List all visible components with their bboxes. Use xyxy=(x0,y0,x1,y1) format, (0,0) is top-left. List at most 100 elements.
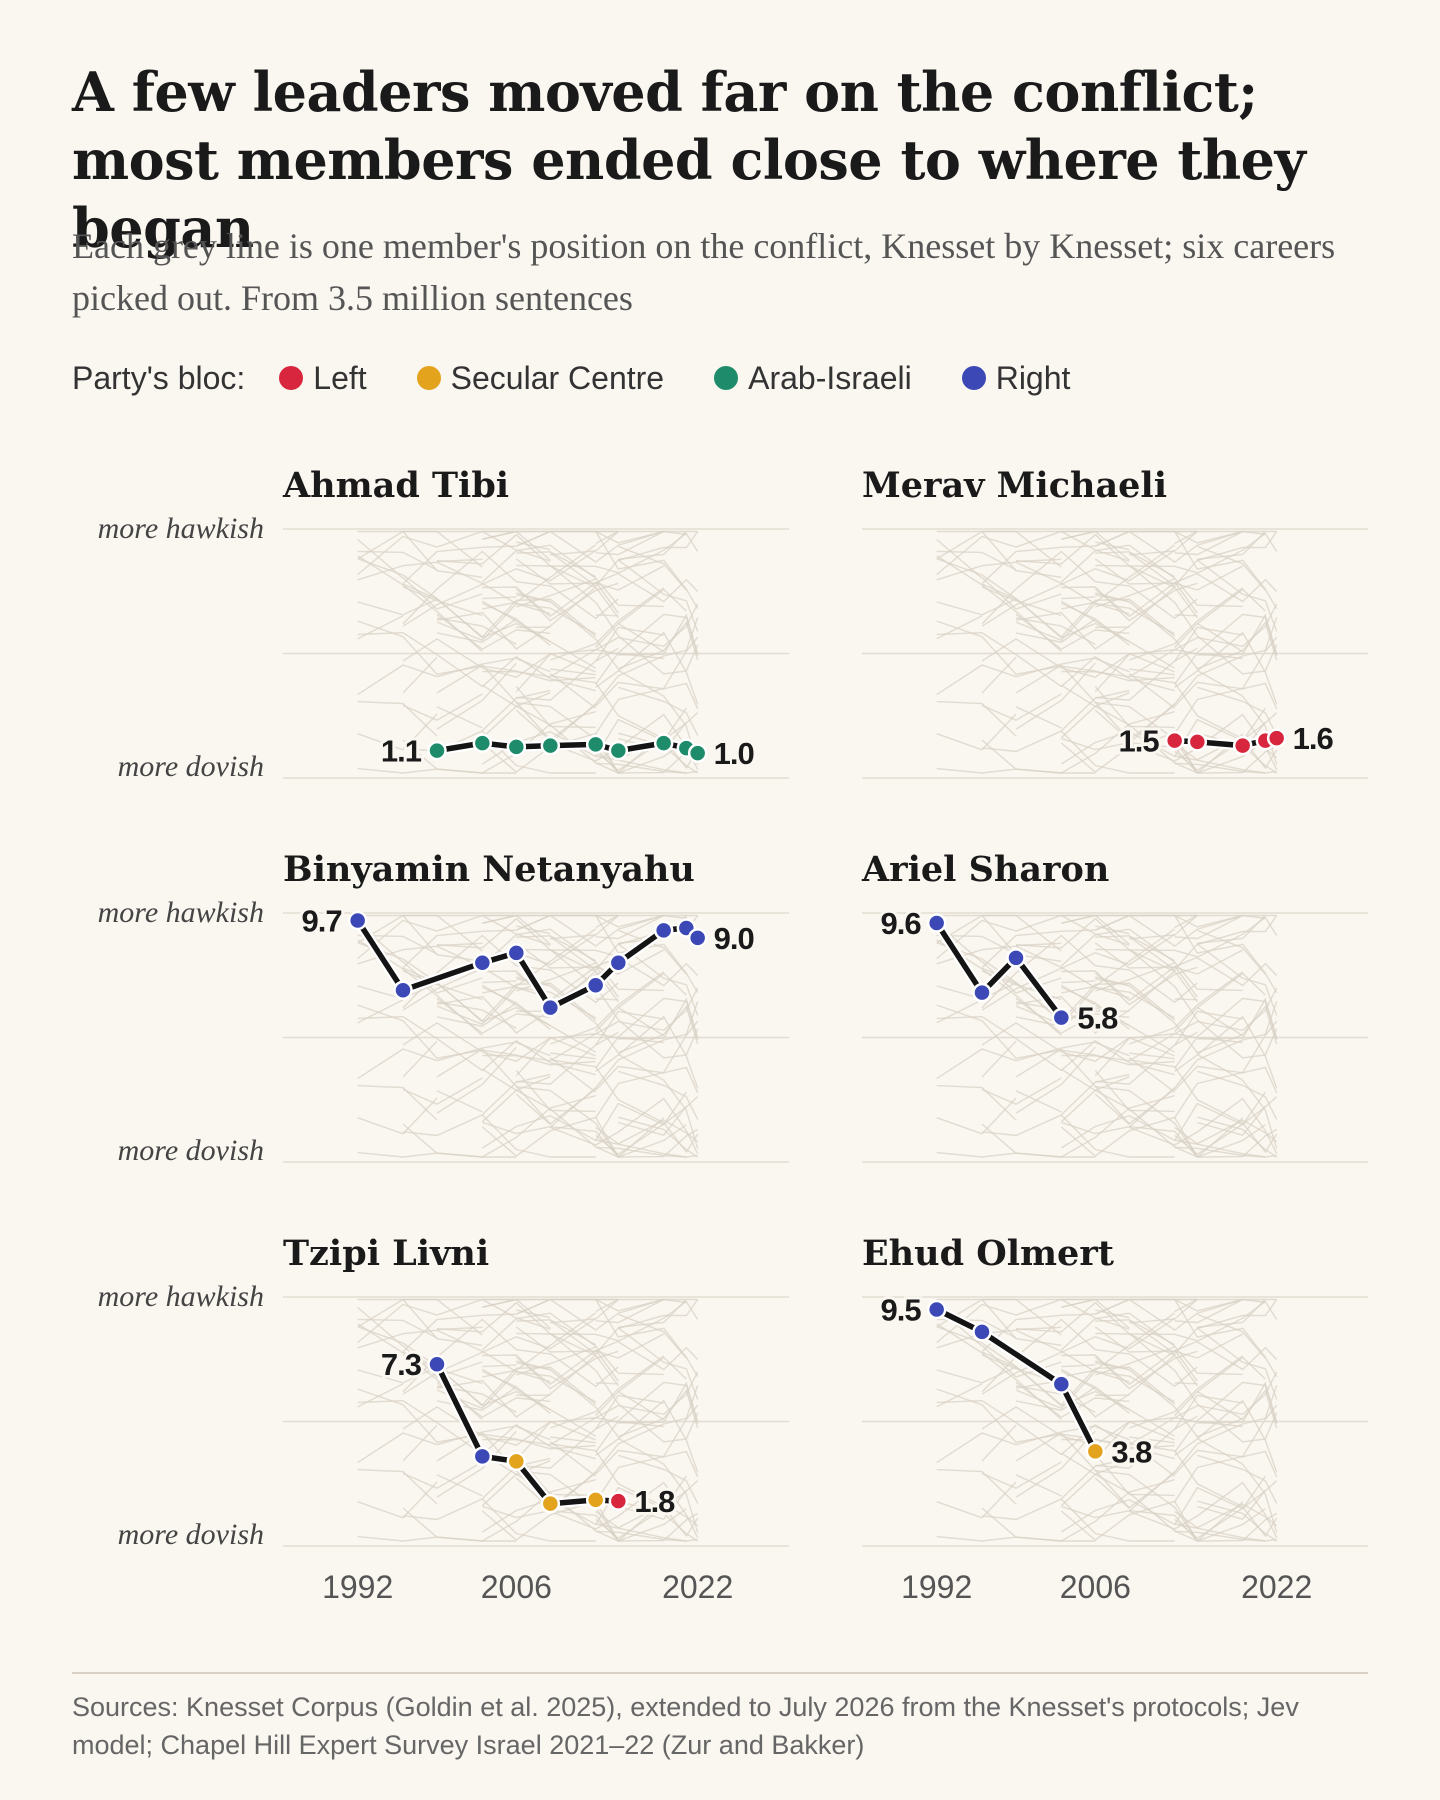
member-line-ahmad-tibi-104 xyxy=(482,544,597,610)
member-line-ehud-olmert-61 xyxy=(1060,1368,1176,1437)
member-line-ehud-olmert-57 xyxy=(1174,1503,1278,1529)
member-line-ehud-olmert-74 xyxy=(1128,1320,1278,1400)
legend-item-right: Right xyxy=(961,359,1071,397)
member-line-ariel-sharon-106 xyxy=(936,942,1130,1027)
point-binyamin-netanyahu-2 xyxy=(472,953,493,973)
member-line-ehud-olmert-105 xyxy=(1174,1349,1198,1382)
legend-item-left: Left xyxy=(279,359,367,397)
chart-subtitle: Each grey line is one member's position … xyxy=(72,226,1336,318)
member-line-ariel-sharon-92 xyxy=(1129,1052,1175,1060)
member-line-binyamin-netanyahu-16 xyxy=(357,914,551,946)
member-line-ehud-olmert-22 xyxy=(981,1351,1176,1406)
member-line-merav-michaeli-68 xyxy=(1129,713,1278,771)
member-line-ariel-sharon-79 xyxy=(1174,1065,1278,1094)
member-line-ehud-olmert-102 xyxy=(1128,1353,1198,1388)
member-line-ahmad-tibi-78 xyxy=(516,578,596,608)
member-line-merav-michaeli-88 xyxy=(936,631,1175,692)
member-line-tzipi-livni-46 xyxy=(402,1498,596,1542)
member-line-ahmad-tibi-8 xyxy=(436,662,517,730)
panel-title-ariel-sharon: Ariel Sharon xyxy=(861,849,1109,890)
member-line-binyamin-netanyahu-23 xyxy=(481,1073,551,1116)
x-tick-ehud-olmert-2: 2022 xyxy=(1241,1569,1312,1605)
member-line-ahmad-tibi-101 xyxy=(402,549,597,627)
y-label-hawkish-binyamin-netanyahu: more hawkish xyxy=(98,896,264,929)
member-line-ehud-olmert-86 xyxy=(1015,1370,1176,1410)
member-line-ariel-sharon-58 xyxy=(981,1077,1062,1105)
point-binyamin-netanyahu-6 xyxy=(608,953,629,973)
member-line-merav-michaeli-22 xyxy=(981,583,1176,638)
point-tzipi-livni-1 xyxy=(472,1446,493,1467)
member-line-ariel-sharon-80 xyxy=(1174,1010,1243,1046)
legend-label-left: Left xyxy=(313,359,367,396)
member-line-ahmad-tibi-58 xyxy=(402,693,483,721)
member-line-ariel-sharon-104 xyxy=(1061,928,1176,994)
member-line-merav-michaeli-100 xyxy=(1015,664,1176,741)
member-line-ehud-olmert-52 xyxy=(981,1479,1175,1542)
member-line-binyamin-netanyahu-4 xyxy=(617,957,699,987)
member-line-tzipi-livni-74 xyxy=(549,1320,699,1400)
member-line-ahmad-tibi-52 xyxy=(402,711,596,774)
member-line-tzipi-livni-82 xyxy=(617,1437,699,1533)
member-line-ariel-sharon-103 xyxy=(1129,914,1198,940)
member-line-merav-michaeli-23 xyxy=(1060,689,1130,732)
member-line-ahmad-tibi-16 xyxy=(357,530,551,562)
legend-dot-left xyxy=(279,366,304,390)
member-line-binyamin-netanyahu-105 xyxy=(595,965,619,998)
member-line-ehud-olmert-75 xyxy=(1094,1326,1244,1359)
member-line-binyamin-netanyahu-45 xyxy=(436,917,619,958)
legend-dot-secular-centre xyxy=(416,366,441,390)
member-line-tzipi-livni-93 xyxy=(357,1383,404,1408)
member-line-ehud-olmert-39 xyxy=(936,1481,1017,1519)
end-label-ahmad-tibi: 1.0 xyxy=(714,736,754,771)
member-line-merav-michaeli-96 xyxy=(1197,613,1278,656)
point-merav-michaeli-1 xyxy=(1187,732,1208,752)
member-line-merav-michaeli-104 xyxy=(1061,544,1176,610)
member-line-binyamin-netanyahu-56 xyxy=(618,1128,699,1158)
point-binyamin-netanyahu-4 xyxy=(540,997,561,1018)
member-line-ariel-sharon-93 xyxy=(936,999,983,1024)
member-line-ehud-olmert-44 xyxy=(1174,1298,1266,1312)
member-line-binyamin-netanyahu-52 xyxy=(402,1095,596,1158)
member-line-merav-michaeli-14 xyxy=(936,555,1062,652)
member-line-tzipi-livni-104 xyxy=(482,1312,597,1378)
point-tzipi-livni-2 xyxy=(506,1451,527,1472)
point-ariel-sharon-1 xyxy=(972,982,992,1003)
career-line-ariel-sharon xyxy=(934,921,1064,1020)
point-ehud-olmert-3 xyxy=(1085,1441,1106,1462)
member-line-tzipi-livni-108 xyxy=(595,1480,699,1540)
member-line-binyamin-netanyahu-54 xyxy=(357,1084,438,1121)
point-merav-michaeli-2 xyxy=(1232,735,1253,756)
member-line-ahmad-tibi-44 xyxy=(595,530,687,544)
y-label-hawkish-tzipi-livni: more hawkish xyxy=(98,1280,264,1313)
start-label-merav-michaeli: 1.5 xyxy=(1119,724,1160,759)
member-line-ehud-olmert-63 xyxy=(981,1354,1017,1370)
member-line-ahmad-tibi-18 xyxy=(618,531,699,562)
member-line-merav-michaeli-56 xyxy=(1197,744,1278,774)
member-line-ariel-sharon-108 xyxy=(1174,1096,1278,1156)
panel-title-merav-michaeli: Merav Michaeli xyxy=(862,465,1167,506)
member-line-tzipi-livni-48 xyxy=(595,1356,687,1416)
member-line-ariel-sharon-10 xyxy=(1061,1117,1244,1158)
member-line-merav-michaeli-28 xyxy=(1129,675,1278,770)
member-line-ahmad-tibi-98 xyxy=(357,598,438,616)
member-line-ehud-olmert-65 xyxy=(1128,1441,1176,1477)
point-ahmad-tibi-6 xyxy=(653,733,674,753)
member-line-tzipi-livni-39 xyxy=(357,1481,438,1519)
end-label-ehud-olmert: 3.8 xyxy=(1111,1434,1152,1469)
member-line-ariel-sharon-5 xyxy=(1015,1090,1062,1113)
member-line-merav-michaeli-85 xyxy=(936,561,1130,615)
legend-label-right: Right xyxy=(995,359,1071,396)
member-line-ahmad-tibi-96 xyxy=(618,613,699,656)
member-line-ehud-olmert-107 xyxy=(1174,1381,1278,1453)
member-line-ehud-olmert-93 xyxy=(936,1383,983,1408)
start-label-ehud-olmert: 9.5 xyxy=(881,1292,922,1327)
member-line-ahmad-tibi-75 xyxy=(515,558,665,591)
panel-title-tzipi-livni: Tzipi Livni xyxy=(283,1233,489,1274)
member-line-ahmad-tibi-79 xyxy=(595,681,699,710)
member-line-ehud-olmert-67 xyxy=(1174,1399,1278,1473)
member-line-ehud-olmert-33 xyxy=(1197,1500,1278,1542)
member-line-binyamin-netanyahu-43 xyxy=(436,983,483,1001)
member-line-ahmad-tibi-3 xyxy=(618,545,687,591)
member-line-ariel-sharon-17 xyxy=(936,1004,1175,1066)
member-line-tzipi-livni-52 xyxy=(402,1479,596,1542)
